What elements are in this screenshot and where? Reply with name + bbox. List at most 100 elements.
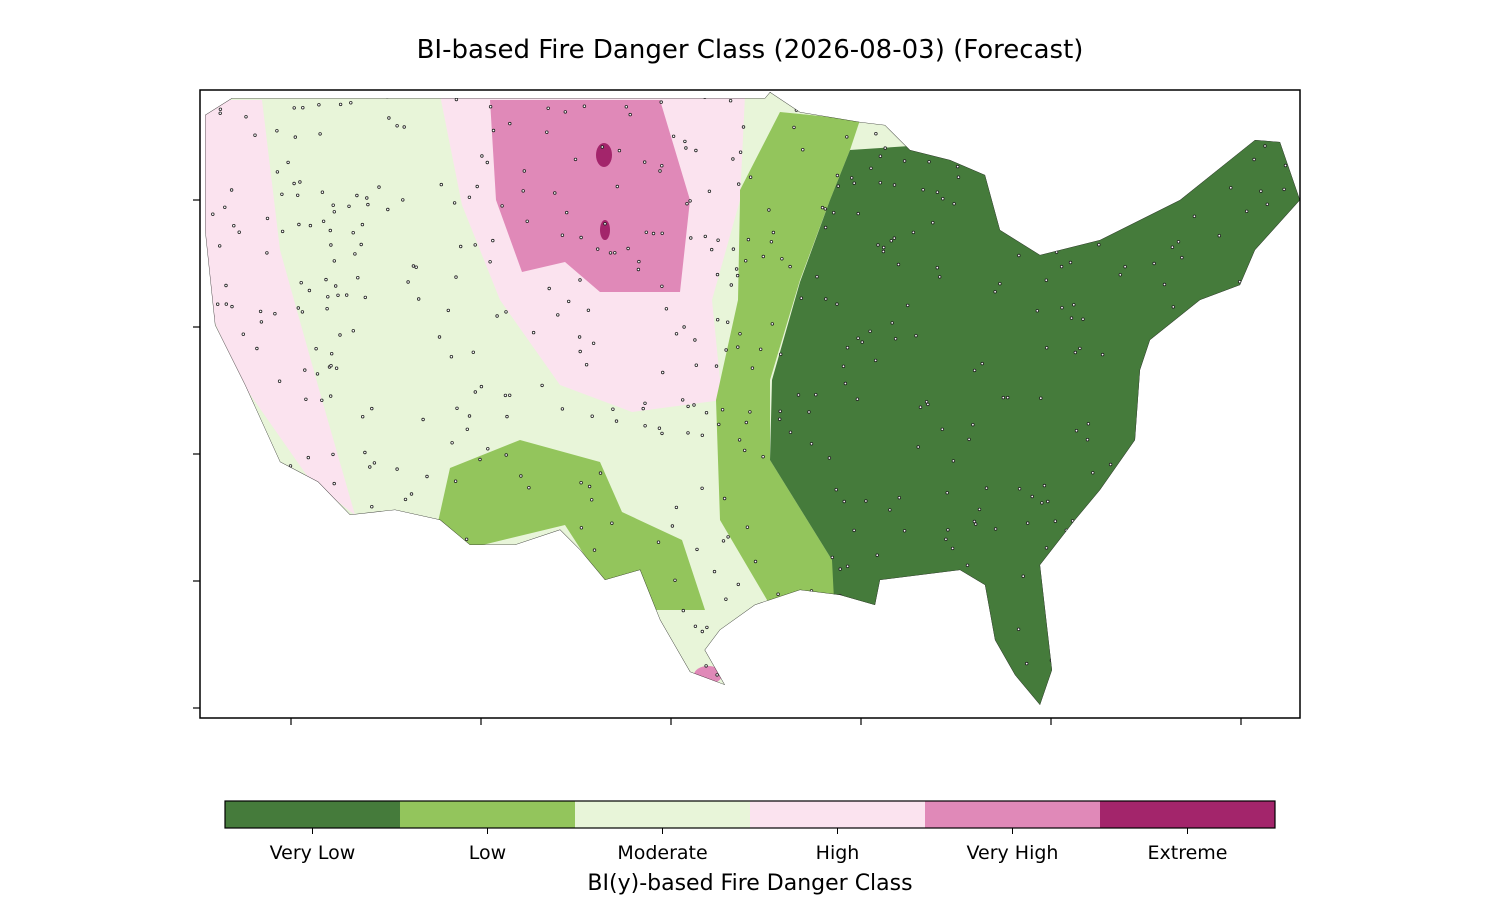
station-dot <box>553 191 557 195</box>
station-dot <box>882 245 886 250</box>
station-dot <box>999 160 1003 164</box>
station-dot <box>205 606 209 610</box>
station-dot <box>421 417 425 422</box>
station-dot <box>1086 554 1090 559</box>
map-frame <box>199 89 1301 719</box>
station-dot <box>293 135 297 139</box>
station-dot <box>974 522 978 526</box>
station-dot <box>940 151 945 156</box>
station-dot <box>1180 255 1184 260</box>
station-dot <box>920 630 924 635</box>
station-dot <box>403 497 408 502</box>
station-dot <box>1255 98 1260 102</box>
station-dot <box>820 205 825 210</box>
station-dot <box>1108 462 1113 467</box>
station-dot <box>1119 679 1123 684</box>
station-dot <box>1059 264 1064 269</box>
station-dot <box>923 628 927 632</box>
station-dot <box>1240 450 1245 455</box>
station-dot <box>488 104 493 109</box>
station-dot <box>310 543 314 547</box>
station-dot <box>620 577 624 581</box>
station-dot <box>304 397 308 401</box>
station-dot <box>1229 186 1233 190</box>
station-dot <box>351 329 355 333</box>
station-dot <box>1280 102 1284 107</box>
station-dot <box>1191 536 1195 541</box>
station-dot <box>332 481 336 486</box>
station-dot <box>299 281 303 285</box>
station-dot <box>346 518 350 523</box>
station-dot <box>611 407 615 411</box>
station-dot <box>941 664 945 669</box>
station-dot <box>332 210 336 214</box>
station-dot <box>1162 282 1167 287</box>
station-dot <box>705 625 709 630</box>
station-dot <box>578 278 582 282</box>
station-dot <box>1263 268 1267 273</box>
station-dot <box>796 393 801 397</box>
station-dot <box>1194 556 1198 560</box>
station-dot <box>1251 468 1255 472</box>
station-dot <box>1258 246 1263 250</box>
station-dot <box>1272 377 1277 381</box>
station-dot <box>334 366 339 370</box>
station-dot <box>1221 94 1225 99</box>
station-dot <box>1284 668 1288 673</box>
station-dot <box>389 566 393 571</box>
station-dot <box>868 329 872 333</box>
station-dot <box>485 160 489 165</box>
station-dot <box>414 265 418 269</box>
station-dot <box>1093 212 1097 216</box>
station-dot <box>455 406 459 410</box>
station-dot <box>224 619 229 623</box>
station-dot <box>1138 688 1143 693</box>
station-dot <box>218 111 222 115</box>
station-dot <box>230 304 234 309</box>
station-dot <box>1085 548 1089 552</box>
station-dot <box>215 302 220 306</box>
station-dot <box>842 499 846 504</box>
station-dot <box>1002 191 1006 196</box>
station-dot <box>1053 519 1057 523</box>
station-dot <box>753 559 758 564</box>
station-dot <box>685 201 689 206</box>
station-dot <box>620 675 624 679</box>
station-dot <box>560 233 565 237</box>
station-dot <box>218 107 223 111</box>
station-dot <box>738 332 742 336</box>
station-dot <box>681 608 685 613</box>
colorbar-class-label: Extreme <box>1148 842 1228 864</box>
station-dot <box>927 658 931 662</box>
station-dot <box>499 684 503 688</box>
station-dot <box>695 547 699 552</box>
station-dot <box>361 415 365 419</box>
station-dot <box>888 508 892 512</box>
station-dot <box>1073 350 1077 355</box>
station-dot <box>982 103 987 107</box>
station-dot <box>972 603 976 607</box>
station-dot <box>363 295 367 300</box>
station-dot <box>317 103 321 107</box>
station-dot <box>208 448 213 452</box>
station-dot <box>224 283 228 288</box>
station-dot <box>280 192 284 196</box>
station-dot <box>850 176 854 180</box>
station-dot <box>998 282 1002 286</box>
station-dot <box>801 147 805 152</box>
station-dot <box>265 537 270 541</box>
station-dot <box>993 290 997 294</box>
station-dot <box>321 219 326 223</box>
station-dot <box>590 414 594 418</box>
station-dot <box>1001 395 1005 400</box>
station-dot <box>1174 506 1178 510</box>
station-dot <box>237 230 241 234</box>
station-dot <box>617 148 622 153</box>
station-dot <box>613 251 617 255</box>
station-dot <box>902 529 907 533</box>
station-dot <box>1263 144 1267 148</box>
station-dot <box>1072 303 1076 307</box>
station-dot <box>294 587 298 591</box>
station-dot <box>372 461 377 465</box>
station-dot <box>889 239 893 243</box>
